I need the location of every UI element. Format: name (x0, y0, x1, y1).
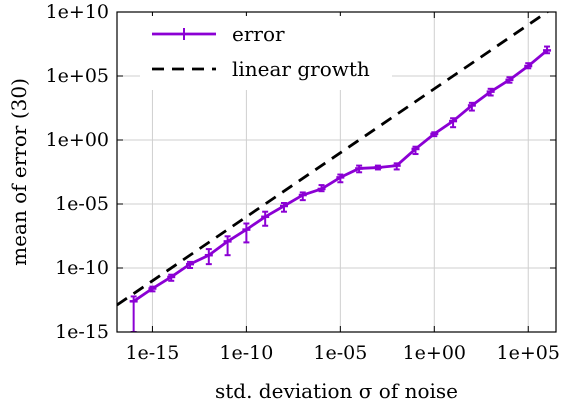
y-tick-label: 1e-15 (55, 321, 109, 343)
x-tick-label: 1e+05 (497, 342, 560, 364)
y-tick-label: 1e+00 (46, 129, 109, 151)
series-error (129, 45, 552, 332)
legend-label-linear-growth: linear growth (232, 57, 370, 81)
x-tick-label: 1e+00 (403, 342, 466, 364)
y-tick-label: 1e+10 (46, 1, 109, 23)
y-tick-label: 1e+05 (46, 65, 109, 87)
x-tick-label: 1e-10 (219, 342, 273, 364)
linear-growth-line (117, 12, 550, 307)
legend-box (140, 16, 392, 90)
legend-label-error: error (232, 22, 285, 46)
x-axis-label: std. deviation σ of noise (215, 379, 458, 403)
legend: error linear growth (140, 16, 392, 90)
y-tick-label: 1e-05 (55, 193, 109, 215)
legend-swatch-error (152, 28, 216, 40)
x-tick-label: 1e-15 (125, 342, 179, 364)
plot-series (117, 12, 552, 332)
axis-ticks: 1e-15 1e-10 1e-05 1e+00 1e+05 1e-15 1e-10 1e-05… (46, 1, 560, 364)
plot-frame (116, 11, 557, 333)
x-tick-label: 1e-05 (313, 342, 367, 364)
y-axis-label: mean of error (30) (7, 78, 31, 266)
y-tick-label: 1e-10 (55, 257, 109, 279)
series-linear-growth (117, 12, 550, 307)
